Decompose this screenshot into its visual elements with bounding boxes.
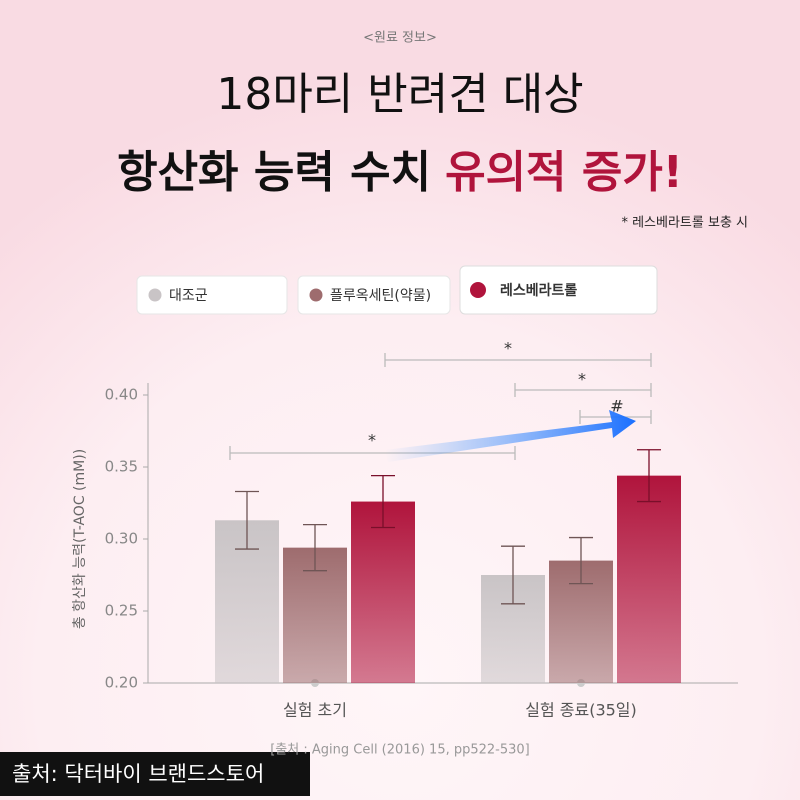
note: * 레스베라트롤 보충 시 [621, 216, 748, 231]
x-tick-label: 실험 초기 [283, 701, 347, 720]
watermark: 출처: 닥터바이 브랜드스토어 [12, 762, 264, 786]
title-accent: 유의적 증가! [445, 147, 683, 198]
watermark-box [0, 752, 310, 796]
source: [출처 : Aging Cell (2016) 15, pp522-530] [270, 743, 530, 758]
kicker: <원료 정보> [363, 31, 437, 46]
legend-label: 대조군 [169, 288, 208, 304]
legend-swatch [470, 282, 486, 298]
legend-label: 레스베라트롤 [500, 283, 577, 299]
y-tick-label: 0.25 [105, 602, 138, 620]
legend-box [297, 275, 451, 315]
trend-arrow [385, 410, 636, 462]
title-line: 18마리 반려견 대상 [216, 69, 583, 120]
error-bar [637, 449, 661, 503]
y-axis-label: 총 항산화 능력(T-AOC (mM)) [72, 449, 88, 629]
significance-mark: * [578, 370, 586, 389]
error-bar [303, 523, 327, 572]
error-bar [235, 490, 259, 550]
y-tick-label: 0.30 [105, 530, 138, 548]
significance-mark: * [504, 339, 512, 358]
legend-swatch [148, 288, 162, 302]
x-tick-label: 실험 종료(35일) [525, 701, 637, 720]
legend-box [459, 265, 658, 315]
legend-swatch [309, 288, 323, 302]
bar [351, 501, 415, 683]
legend-box [136, 275, 288, 315]
y-tick-label: 0.40 [105, 386, 138, 404]
error-bar [371, 474, 395, 529]
title-part: 항산화 능력 수치 [117, 147, 431, 198]
y-tick-label: 0.35 [105, 458, 138, 476]
significance-mark: * [368, 431, 376, 450]
legend-label: 플루옥세틴(약물) [330, 288, 431, 304]
title-line: 항산화 능력 수치 유의적 증가! [117, 147, 683, 198]
y-tick-label: 0.20 [105, 674, 138, 692]
error-bar [569, 536, 593, 585]
bar [617, 475, 681, 683]
significance-mark: # [610, 397, 623, 416]
error-bar [501, 545, 525, 605]
